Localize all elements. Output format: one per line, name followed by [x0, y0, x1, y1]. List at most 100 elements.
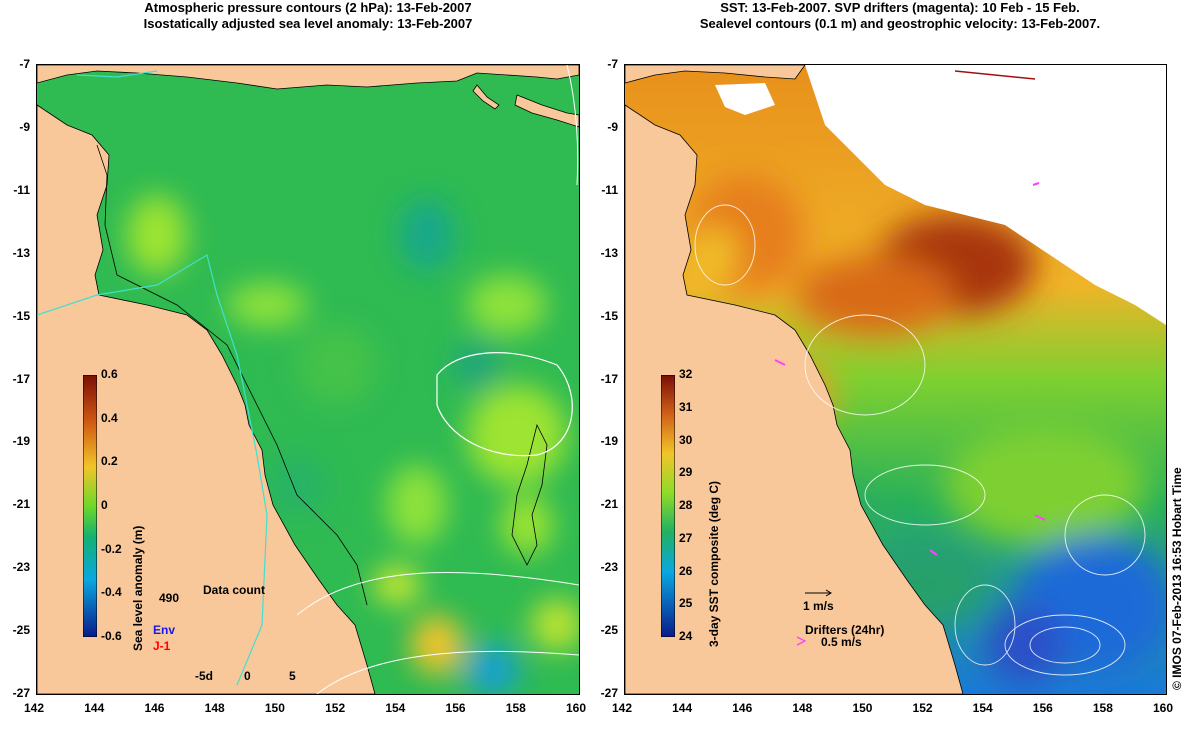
right-y-tick: -15: [600, 308, 618, 323]
right-y-tick: -19: [600, 434, 618, 449]
left-title-line1: Atmospheric pressure contours (2 hPa): 1…: [144, 0, 472, 15]
sea-level-colorbar-title: Sea level anomaly (m): [131, 525, 145, 651]
new-britain-land: [514, 94, 579, 128]
right-x-tick: 152: [912, 701, 933, 715]
sea-level-contours: [694, 204, 1146, 676]
left-y-tick: -25: [12, 623, 30, 638]
velocity-scale-arrow: [805, 589, 832, 597]
solomon-islands: [472, 84, 500, 110]
cloud-mask: [805, 65, 1166, 325]
left-x-tick: 152: [325, 701, 346, 715]
right-x-tick: 144: [672, 701, 693, 715]
colorbar-tick: 0: [101, 498, 108, 512]
drifters-speed-label: 0.5 m/s: [821, 635, 862, 649]
sst-map-graphic: [625, 65, 1166, 694]
pressure-contour: [296, 65, 579, 694]
right-y-tick: -13: [600, 245, 618, 260]
right-x-tick: 142: [612, 701, 633, 715]
right-x-tick: 148: [792, 701, 813, 715]
png-land: [625, 65, 806, 84]
colorbar-tick: 30: [679, 432, 693, 447]
colorbar-tick: 29: [679, 465, 693, 480]
sst-colorbar: [661, 375, 675, 637]
left-panel-title: Atmospheric pressure contours (2 hPa): 1…: [30, 0, 586, 32]
right-y-tick: -23: [600, 560, 618, 575]
colorbar-tick: -0.4: [101, 585, 122, 600]
colorbar-tick: -0.6: [101, 629, 122, 643]
right-y-tick: -25: [600, 623, 618, 638]
data-count-title: Data count: [203, 583, 266, 597]
colorbar-tick: 0.2: [101, 454, 118, 469]
data-count-max: 490: [159, 591, 180, 605]
plateau-outline: [511, 423, 548, 566]
right-y-tick: -7: [607, 57, 618, 71]
right-x-tick: 156: [1032, 701, 1053, 715]
left-x-tick: 160: [566, 701, 587, 715]
left-x-tick: 156: [445, 701, 466, 715]
colorbar-tick: 32: [679, 367, 693, 381]
left-x-tick: 144: [84, 701, 105, 715]
png-land: [37, 65, 579, 90]
right-panel-title: SST: 13-Feb-2007. SVP drifters (magenta)…: [600, 0, 1200, 32]
left-y-tick: -23: [12, 560, 30, 575]
sst-map: 32 31 30 29 28 27 26 25 24 3-day SST composite (…: [624, 64, 1167, 695]
right-x-tick: 158: [1092, 701, 1113, 715]
colorbar-tick: 0.6: [101, 367, 118, 381]
left-y-tick: -27: [12, 686, 30, 700]
left-y-tick: -15: [12, 308, 30, 323]
data-count-xtick-zero: 0: [244, 669, 251, 683]
pressure-contour: [37, 70, 268, 686]
colorbar-tick: 26: [679, 563, 693, 578]
data-count-xtick-min: -5d: [195, 669, 213, 683]
legend-env: Env: [153, 623, 176, 637]
right-x-tick: 146: [732, 701, 753, 715]
left-x-tick: 150: [264, 701, 285, 715]
right-y-tick: -21: [600, 497, 618, 512]
colorbar-tick: 28: [679, 498, 693, 512]
left-y-tick: -9: [19, 119, 30, 134]
australia-land: [37, 104, 376, 694]
left-y-tick: -11: [13, 182, 30, 197]
right-x-tick: 160: [1153, 701, 1174, 715]
copyright-label: © IMOS 07-Feb-2013 16:53 Hobart Time: [1170, 467, 1184, 690]
sea-level-colorbar: [83, 375, 97, 637]
colorbar-tick: 25: [679, 596, 693, 611]
right-title-line2: Sealevel contours (0.1 m) and geostrophi…: [699, 16, 1101, 31]
right-x-tick: 150: [852, 701, 873, 715]
right-y-tick: -9: [607, 119, 618, 134]
sea-level-map-graphic: [37, 65, 579, 694]
legend-j1: J-1: [153, 639, 171, 653]
pressure-contour: [436, 352, 573, 457]
left-y-tick: -17: [12, 371, 30, 386]
drifter-tracks: [774, 182, 1046, 556]
right-y-tick: -11: [601, 182, 618, 197]
data-count-histogram: [201, 599, 293, 663]
cloud-mask-nw: [715, 83, 775, 115]
right-y-tick: -27: [600, 686, 618, 700]
left-y-tick: -19: [12, 434, 30, 449]
right-y-tick: -17: [600, 371, 618, 386]
left-x-tick: 146: [144, 701, 165, 715]
left-y-tick: -7: [19, 57, 30, 71]
colorbar-tick: 0.4: [101, 410, 118, 425]
velocity-scale-label: 1 m/s: [803, 599, 834, 613]
colorbar-tick: 31: [679, 399, 693, 414]
left-y-tick: -21: [12, 497, 30, 512]
left-x-tick: 154: [385, 701, 406, 715]
sea-level-anomaly-map: 0.6 0.4 0.2 0 -0.2 -0.4 -0.6 Sea level anomaly…: [36, 64, 580, 695]
drifters-label: Drifters (24hr): [805, 623, 885, 637]
left-x-tick: 148: [204, 701, 225, 715]
left-title-line2: Isostatically adjusted sea level anomaly…: [143, 16, 473, 31]
data-count-xtick-max: 5: [289, 669, 296, 683]
colorbar-tick: -0.2: [101, 541, 122, 556]
right-title-line1: SST: 13-Feb-2007. SVP drifters (magenta)…: [720, 0, 1080, 15]
right-x-tick: 154: [972, 701, 993, 715]
drifter-scale-arrow: [796, 636, 807, 646]
left-y-tick: -13: [12, 245, 30, 260]
left-x-tick: 142: [24, 701, 45, 715]
drifter-track-north: [954, 70, 1036, 80]
sst-colorbar-title: 3-day SST composite (deg C): [707, 480, 721, 647]
left-x-tick: 158: [505, 701, 526, 715]
colorbar-tick: 27: [679, 530, 693, 545]
australia-land: [625, 104, 964, 694]
